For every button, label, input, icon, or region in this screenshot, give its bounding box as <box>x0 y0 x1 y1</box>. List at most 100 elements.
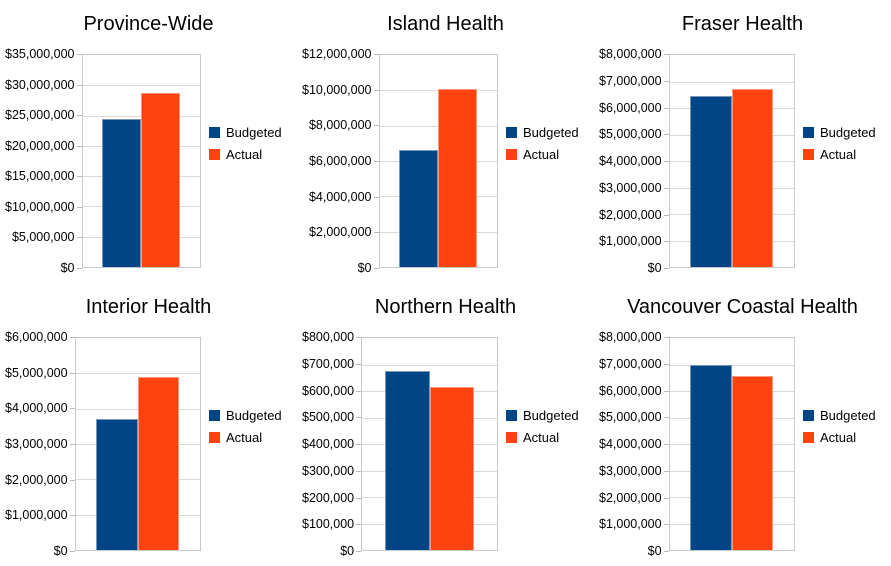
y-tick-label: $100,000 <box>302 517 355 531</box>
legend: Budgeted Actual <box>506 319 594 533</box>
y-tick-mark <box>356 363 362 365</box>
y-tick-label: $5,000,000 <box>5 365 68 380</box>
y-tick-mark <box>356 524 362 526</box>
legend-swatch-budgeted <box>803 409 814 421</box>
y-tick-mark <box>356 337 362 338</box>
y-tick-label: $2,000,000 <box>308 225 372 240</box>
legend: Budgeted Actual <box>209 36 297 250</box>
y-tick-label: $0 <box>53 543 68 558</box>
legend-label: Budgeted <box>820 407 876 423</box>
y-tick-mark <box>69 515 75 517</box>
legend-swatch-actual <box>209 148 220 160</box>
y-tick-mark <box>69 337 75 338</box>
chart-title: Interior Health <box>85 296 212 318</box>
legend-swatch-budgeted <box>506 409 517 421</box>
bar-budgeted <box>96 419 138 550</box>
y-tick-mark <box>663 214 669 216</box>
y-tick-mark <box>76 176 82 178</box>
y-tick-label: $300,000 <box>302 463 355 478</box>
y-tick-label: $10,000,000 <box>5 199 75 214</box>
chart-body: $8,000,000$8,000,000$7,000,000$6,000,000… <box>594 331 891 557</box>
legend-swatch-actual <box>506 148 517 160</box>
y-tick-label: $0 <box>60 260 75 275</box>
legend-item: Actual <box>803 430 891 445</box>
y-tick-label: $0 <box>340 543 355 558</box>
y-tick-label: $200,000 <box>302 490 355 505</box>
legend-item: Budgeted <box>506 125 594 140</box>
y-tick-mark <box>663 524 669 526</box>
y-tick-mark <box>663 417 669 419</box>
y-tick-mark <box>663 187 669 189</box>
y-tick-label: $5,000,000 <box>11 230 75 245</box>
legend-label: Budgeted <box>820 124 876 140</box>
y-tick-mark <box>663 54 669 55</box>
y-tick-mark <box>373 268 379 269</box>
bar-budgeted <box>102 119 142 267</box>
y-tick-mark <box>76 84 82 86</box>
y-tick-label: $30,000,000 <box>5 77 75 92</box>
chart-cell: Province-Wide $35,000,000$35,000,000$30,… <box>0 0 297 283</box>
y-tick-label: $5,000,000 <box>599 127 662 141</box>
legend-item: Budgeted <box>803 125 891 140</box>
legend-item: Actual <box>803 147 891 162</box>
y-tick-mark <box>373 232 379 234</box>
chart-title: Fraser Health <box>681 13 804 35</box>
y-tick-mark <box>69 551 75 552</box>
y-tick-label: $5,000,000 <box>599 410 662 424</box>
y-tick-label: $20,000,000 <box>5 138 75 153</box>
legend: Budgeted Actual <box>803 319 891 533</box>
chart-cell: Vancouver Coastal Health $8,000,000$8,00… <box>594 283 891 566</box>
chart-title: Province-Wide <box>83 13 214 35</box>
y-tick-mark <box>663 107 669 109</box>
y-tick-mark <box>373 161 379 162</box>
y-tick-label: $25,000,000 <box>5 107 75 122</box>
y-tick-mark <box>76 237 82 239</box>
chart-body: $12,000,000$12,000,000$10,000,000$8,000,… <box>297 48 594 274</box>
plot-area <box>81 54 201 268</box>
y-tick-mark <box>663 551 669 552</box>
y-tick-mark <box>76 54 82 55</box>
y-tick-label: $6,000,000 <box>599 383 662 398</box>
y-tick-mark <box>663 134 669 136</box>
y-tick-mark <box>373 54 379 55</box>
legend-swatch-budgeted <box>506 126 517 138</box>
chart-body: $8,000,000$8,000,000$7,000,000$6,000,000… <box>594 48 891 274</box>
y-tick-mark <box>69 444 75 445</box>
y-tick-label: $35,000,000 <box>5 46 75 61</box>
y-tick-mark <box>663 390 669 392</box>
legend-swatch-actual <box>209 431 220 443</box>
legend-label: Actual <box>820 146 857 162</box>
plot-area <box>361 337 498 551</box>
gridline <box>362 364 497 366</box>
y-tick-mark <box>76 115 82 117</box>
chart-title: Island Health <box>387 13 504 35</box>
y-tick-label: $2,000,000 <box>5 472 68 487</box>
y-tick-label: $6,000,000 <box>308 153 372 168</box>
y-tick-label: $4,000,000 <box>308 189 372 204</box>
legend-item: Budgeted <box>209 408 297 423</box>
bar-group <box>102 55 181 267</box>
y-tick-mark <box>373 89 379 91</box>
bar-budgeted <box>690 96 732 267</box>
chart-body: $6,000,000$6,000,000$5,000,000$4,000,000… <box>0 331 297 557</box>
legend: Budgeted Actual <box>506 36 594 250</box>
y-tick-mark <box>663 497 669 499</box>
chart-body: $35,000,000$35,000,000$30,000,000$25,000… <box>0 48 297 274</box>
y-tick-label: $12,000,000 <box>302 46 372 61</box>
y-axis: $12,000,000$12,000,000$10,000,000$8,000,… <box>297 48 379 274</box>
y-tick-label: $8,000,000 <box>599 46 662 61</box>
chart-body: $800,000$800,000$700,000$600,000$500,000… <box>297 331 594 557</box>
y-tick-label: $4,000,000 <box>599 436 662 451</box>
legend-item: Actual <box>209 430 297 445</box>
y-tick-mark <box>69 408 75 410</box>
legend-swatch-budgeted <box>803 126 814 138</box>
chart-cell: Northern Health $800,000$800,000$700,000… <box>297 283 594 566</box>
chart-cell: Island Health $12,000,000$12,000,000$10,… <box>297 0 594 283</box>
y-tick-mark <box>663 470 669 472</box>
y-tick-label: $7,000,000 <box>599 356 662 371</box>
y-tick-mark <box>373 125 379 127</box>
bar-actual <box>731 376 774 550</box>
y-tick-label: $7,000,000 <box>599 73 662 88</box>
y-tick-label: $700,000 <box>302 356 355 371</box>
legend-label: Budgeted <box>226 124 282 140</box>
